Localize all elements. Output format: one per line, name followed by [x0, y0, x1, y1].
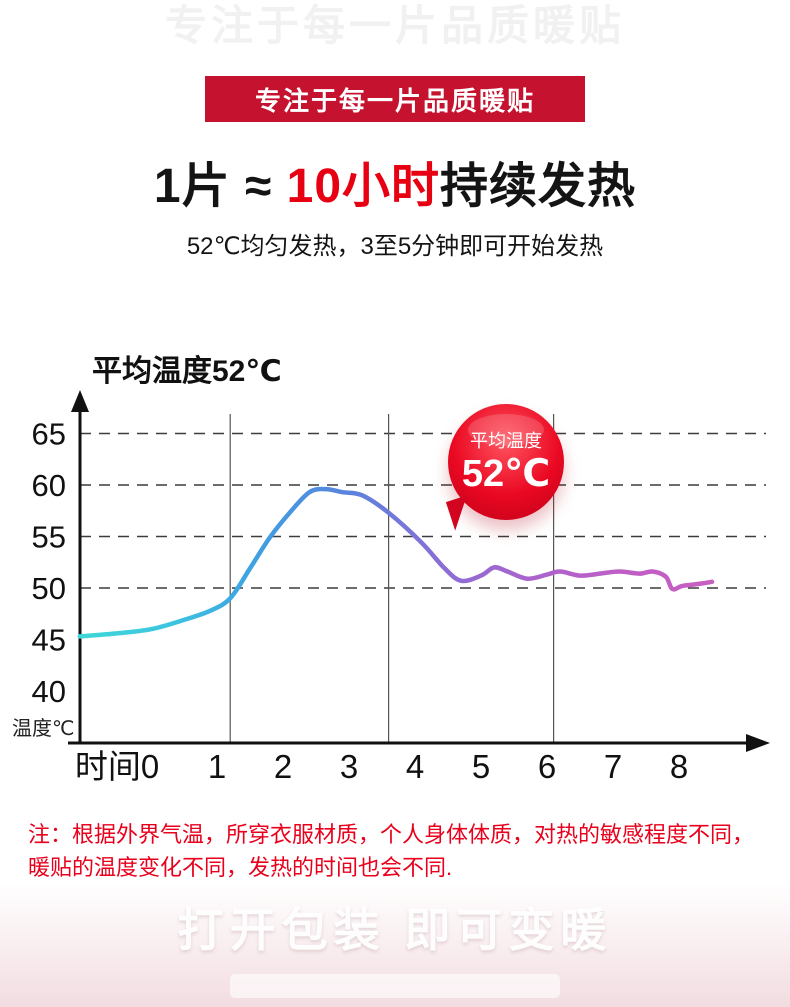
x-tick-label: 8 — [670, 748, 688, 785]
note-line-2: 暖贴的温度变化不同，发热的时间也会不同. — [28, 855, 453, 880]
banner-text: 专注于每一片品质暖贴 — [254, 85, 535, 116]
x-tick-label: 5 — [472, 748, 490, 785]
x-tick-label: 3 — [340, 748, 358, 785]
disclaimer-note: 注：根据外界气温，所穿衣服材质，个人身体体质，对热的敏感程度不同， 暖贴的温度变… — [28, 818, 754, 884]
y-axis-label: 温度℃ — [12, 717, 74, 740]
badge-label: 平均温度 — [470, 431, 542, 451]
x-tick-label: 1 — [208, 748, 226, 785]
note-line-1: 注：根据外界气温，所穿衣服材质，个人身体体质，对热的敏感程度不同， — [28, 822, 755, 847]
temperature-curve — [77, 486, 715, 639]
y-tick-label: 55 — [32, 520, 66, 555]
average-temp-badge: 平均温度 52℃ — [448, 404, 564, 520]
x-axis-arrow — [746, 734, 770, 752]
subtitle: 52℃均匀发热，3至5分钟即可开始发热 — [186, 233, 604, 260]
headline-highlight: 10小时 — [286, 160, 441, 213]
footer: 打开包装 即可变暖 — [0, 884, 790, 1007]
y-tick-label: 50 — [32, 571, 66, 606]
headline-prefix: 1片 ≈ — [153, 160, 287, 213]
quality-banner: 专注于每一片品质暖贴 — [205, 76, 585, 122]
top-watermark-text: 专注于每一片品质暖贴 — [164, 2, 625, 49]
badge-value: 52℃ — [461, 453, 551, 495]
footer-watermark-text: 打开包装 即可变暖 — [177, 904, 613, 956]
chart-gridlines — [80, 414, 766, 743]
y-tick-label: 45 — [32, 623, 66, 658]
y-axis-arrow — [71, 390, 89, 412]
y-tick-label: 40 — [32, 674, 66, 709]
x-tick-label: 6 — [538, 748, 556, 785]
chart-axes — [68, 390, 770, 752]
x-tick-label: 4 — [406, 748, 424, 785]
headline: 1片 ≈ 10小时持续发热 — [0, 146, 790, 216]
chart-title: 平均温度52℃ — [92, 355, 282, 388]
x-tick-label: 时间0 — [75, 748, 159, 785]
footer-watermark-sub — [230, 974, 560, 998]
headline-suffix: 持续发热 — [440, 160, 637, 213]
y-tick-label: 60 — [32, 468, 66, 503]
x-tick-label: 2 — [274, 748, 292, 785]
y-tick-label: 65 — [32, 417, 66, 452]
x-tick-label: 7 — [604, 748, 622, 785]
